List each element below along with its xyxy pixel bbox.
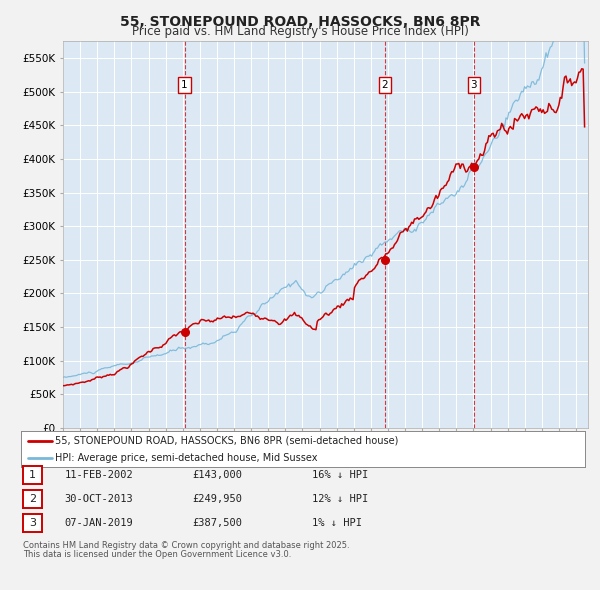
- Text: This data is licensed under the Open Government Licence v3.0.: This data is licensed under the Open Gov…: [23, 550, 291, 559]
- Text: 30-OCT-2013: 30-OCT-2013: [65, 494, 134, 504]
- Text: 1: 1: [29, 470, 36, 480]
- Text: £143,000: £143,000: [192, 470, 242, 480]
- Text: HPI: Average price, semi-detached house, Mid Sussex: HPI: Average price, semi-detached house,…: [55, 453, 317, 463]
- Text: 3: 3: [29, 519, 36, 528]
- Text: Contains HM Land Registry data © Crown copyright and database right 2025.: Contains HM Land Registry data © Crown c…: [23, 541, 349, 550]
- Text: 3: 3: [470, 80, 477, 90]
- Text: 2: 2: [382, 80, 388, 90]
- Text: 12% ↓ HPI: 12% ↓ HPI: [312, 494, 368, 504]
- Text: 11-FEB-2002: 11-FEB-2002: [65, 470, 134, 480]
- Text: 55, STONEPOUND ROAD, HASSOCKS, BN6 8PR (semi-detached house): 55, STONEPOUND ROAD, HASSOCKS, BN6 8PR (…: [55, 436, 398, 446]
- Text: 1% ↓ HPI: 1% ↓ HPI: [312, 519, 362, 528]
- Text: Price paid vs. HM Land Registry's House Price Index (HPI): Price paid vs. HM Land Registry's House …: [131, 25, 469, 38]
- Text: 07-JAN-2019: 07-JAN-2019: [65, 519, 134, 528]
- Text: £387,500: £387,500: [192, 519, 242, 528]
- Text: 1: 1: [181, 80, 188, 90]
- Text: £249,950: £249,950: [192, 494, 242, 504]
- Text: 16% ↓ HPI: 16% ↓ HPI: [312, 470, 368, 480]
- Text: 55, STONEPOUND ROAD, HASSOCKS, BN6 8PR: 55, STONEPOUND ROAD, HASSOCKS, BN6 8PR: [120, 15, 480, 29]
- Text: 2: 2: [29, 494, 36, 504]
